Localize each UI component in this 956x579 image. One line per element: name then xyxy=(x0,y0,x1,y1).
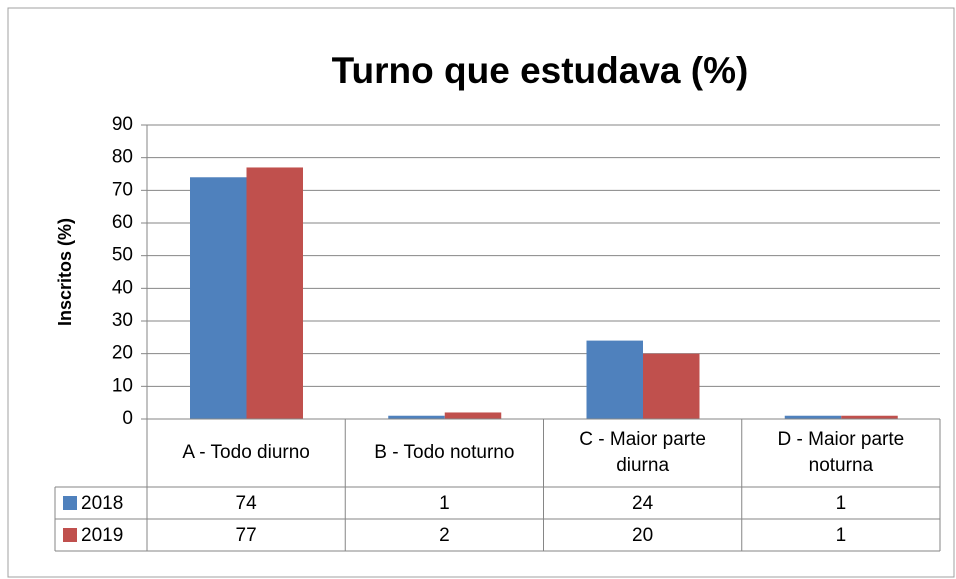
y-tick-label: 20 xyxy=(112,343,133,364)
y-tick-label: 70 xyxy=(112,179,133,200)
legend-label: 2018 xyxy=(81,493,123,514)
y-tick-label: 40 xyxy=(112,277,133,298)
y-tick-label: 50 xyxy=(112,245,133,266)
y-tick-label: 90 xyxy=(112,114,133,135)
y-tick-label: 10 xyxy=(112,375,133,396)
table-value: 2 xyxy=(439,525,450,546)
y-axis-title: Inscritos (%) xyxy=(55,218,75,326)
chart-title: Turno que estudava (%) xyxy=(332,50,749,91)
bar xyxy=(190,177,247,419)
bar xyxy=(444,412,502,419)
legend-label: 2019 xyxy=(81,525,123,546)
table-value: 1 xyxy=(439,493,450,514)
bar xyxy=(784,415,842,419)
legend-swatch xyxy=(63,528,77,542)
x-tick-label: D - Maior parte noturna xyxy=(778,429,905,476)
table-value: 20 xyxy=(632,525,653,546)
bar xyxy=(246,167,303,419)
y-tick-label: 60 xyxy=(112,212,133,233)
y-tick-label: 30 xyxy=(112,310,133,331)
table-value: 24 xyxy=(632,493,654,514)
bar xyxy=(841,415,898,419)
y-tick-label: 0 xyxy=(122,408,133,429)
x-tick-label: C - Maior parte diurna xyxy=(579,429,706,476)
bar xyxy=(643,353,700,419)
table-value: 1 xyxy=(836,525,847,546)
legend-swatch xyxy=(63,496,77,510)
chart-frame xyxy=(7,7,955,578)
x-tick-label: B - Todo noturno xyxy=(374,442,514,463)
bar xyxy=(586,340,643,419)
y-tick-label: 80 xyxy=(112,147,133,168)
x-tick-label: A - Todo diurno xyxy=(182,442,309,463)
table-value: 1 xyxy=(836,493,847,514)
bar xyxy=(388,415,445,419)
table-value: 77 xyxy=(236,525,257,546)
table-value: 74 xyxy=(236,493,258,514)
